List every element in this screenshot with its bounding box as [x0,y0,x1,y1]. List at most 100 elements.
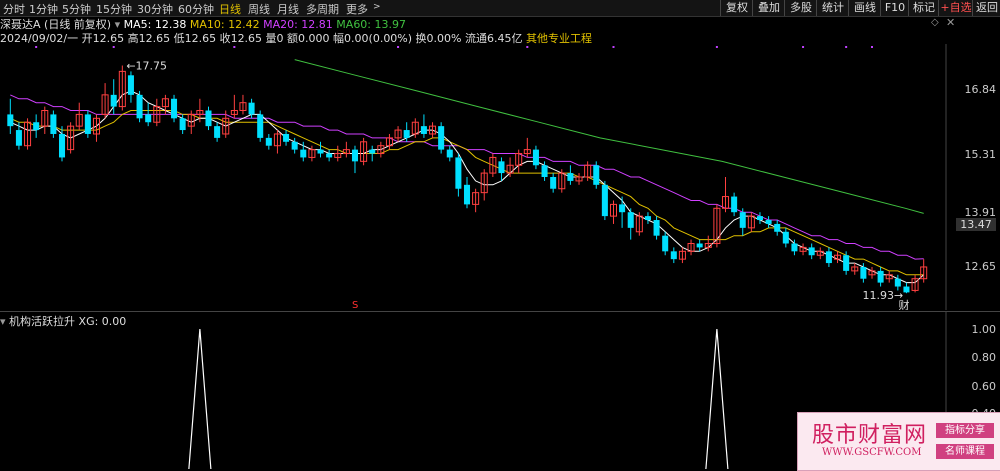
sell-signal-mark: S [352,300,358,310]
candle-body-up [24,121,32,147]
candle-body-down [662,235,669,252]
candle-body-up [489,156,497,174]
candle-body-up [222,117,230,135]
stock-name: 深聂达A (日线 前复权) [0,18,112,31]
period-daily[interactable]: 日线 [219,3,241,16]
back-button[interactable]: 返回 [972,0,1000,16]
candle-body-down [601,184,608,217]
price-tick: 16.84 [964,83,997,96]
period-60min[interactable]: 60分钟 [178,3,214,16]
candle-body-up [584,164,592,178]
candle-body-down [136,94,143,119]
candle-body-down [291,141,298,150]
candle-body-down [860,266,867,279]
candle-body-up [515,153,523,166]
candle-body-up [67,125,75,151]
event-dot [802,46,805,48]
candle-body-down [326,153,333,158]
indicator-value: XG: 0.00 [78,315,127,328]
candle-body-down [438,126,445,150]
candle-body-down [214,126,221,138]
candle-body-up [687,243,695,252]
candle-body-down [653,220,660,236]
candle-body-up [472,192,480,205]
candle-body-down [619,204,626,213]
candle-body-down [791,243,798,252]
industry-link[interactable]: 其他专业工程 [525,32,592,45]
candle-body-down [317,149,324,154]
candle-body-down [127,75,134,95]
candle-body-down [179,118,186,131]
candle-body-up [868,270,876,276]
candle-body-up [239,102,247,112]
period-monthly[interactable]: 月线 [277,3,299,16]
candle-body-down [541,165,548,177]
draw-button[interactable]: 画线 [848,0,881,16]
candle-body-up [575,176,583,182]
candle-body-up [230,110,238,115]
period-30min[interactable]: 30分钟 [137,3,173,16]
period-fenshi[interactable]: 分时 [3,3,25,16]
candle-body-up [851,266,859,272]
candle-body-down [257,114,264,138]
period-15min[interactable]: 15分钟 [96,3,132,16]
candle-body-down [808,247,815,256]
candle-body-up [721,196,730,209]
candle-body-up [196,110,204,115]
watermark-title: 股市财富网 [812,423,928,448]
candle-body-down [110,94,117,107]
candle-body-up [816,250,824,256]
candle-body-down [7,114,14,127]
kline-chart[interactable]: ←17.75 11.93→ S 财 [0,44,1000,310]
teacher-course-button[interactable]: 名师课程 [936,444,994,459]
watermark-url: WWW.GSCFW.COM [822,447,922,458]
candle-body-up [273,133,281,147]
indicator-name[interactable]: 机构活跃拉升 [9,315,76,328]
stats-button[interactable]: 统计 [816,0,849,16]
candle-body-down [894,278,901,287]
candle-body-up [187,113,195,127]
candle-body-up [704,243,712,248]
candle-body-down [145,114,152,123]
candle-body-down [463,184,471,205]
candle-body-up [394,129,402,139]
low-annotation: 11.93→ [862,289,903,302]
add-watchlist-button[interactable]: +自选 [938,0,973,16]
close-icon[interactable]: ✕ [946,16,956,29]
mark-button[interactable]: 标记 [908,0,939,16]
ma5-label: MA5: 12.38 [123,18,187,31]
period-weekly[interactable]: 周线 [248,3,270,16]
period-multi[interactable]: 多周期 [306,3,339,16]
indicator-tick: 0.60 [971,380,997,393]
candle-body-down [765,220,772,224]
pane-divider[interactable] [0,311,1000,312]
current-price-tag: 13.47 [956,218,996,231]
candle-body-down [843,255,850,271]
fuquan-button[interactable]: 复权 [720,0,753,16]
multi-stock-button[interactable]: 多股 [784,0,817,16]
candle-body-up [101,94,109,115]
watermark-banner[interactable]: 股市财富网 WWW.GSCFW.COM 指标分享 名师课程 [797,412,1000,471]
ma20-label: MA20: 12.81 [263,18,333,31]
indicator-share-button[interactable]: 指标分享 [936,423,994,438]
period-1min[interactable]: 1分钟 [29,3,58,16]
price-tick: 12.65 [964,260,997,273]
candle-body-down [670,251,677,260]
candle-body-down [696,243,703,248]
diamond-icon[interactable]: ◇ [931,17,939,28]
indicator-settings-icon[interactable]: ▾ [0,315,6,328]
candle-body-down [403,130,410,138]
f10-button[interactable]: F10 [880,0,909,16]
more-chevron-icon[interactable]: > [373,2,381,12]
candle-body-up [360,141,368,162]
overlay-button[interactable]: 叠加 [752,0,785,16]
candle-body-up [92,117,100,135]
candle-body-up [118,70,126,108]
ma-settings-icon[interactable]: ▾ [114,18,121,31]
event-dot [526,46,529,48]
period-more[interactable]: 更多 [346,3,368,16]
candle-body-up [678,250,686,260]
candle-body-down [300,149,307,158]
price-tick: 13.91 [964,206,997,219]
period-5min[interactable]: 5分钟 [62,3,91,16]
